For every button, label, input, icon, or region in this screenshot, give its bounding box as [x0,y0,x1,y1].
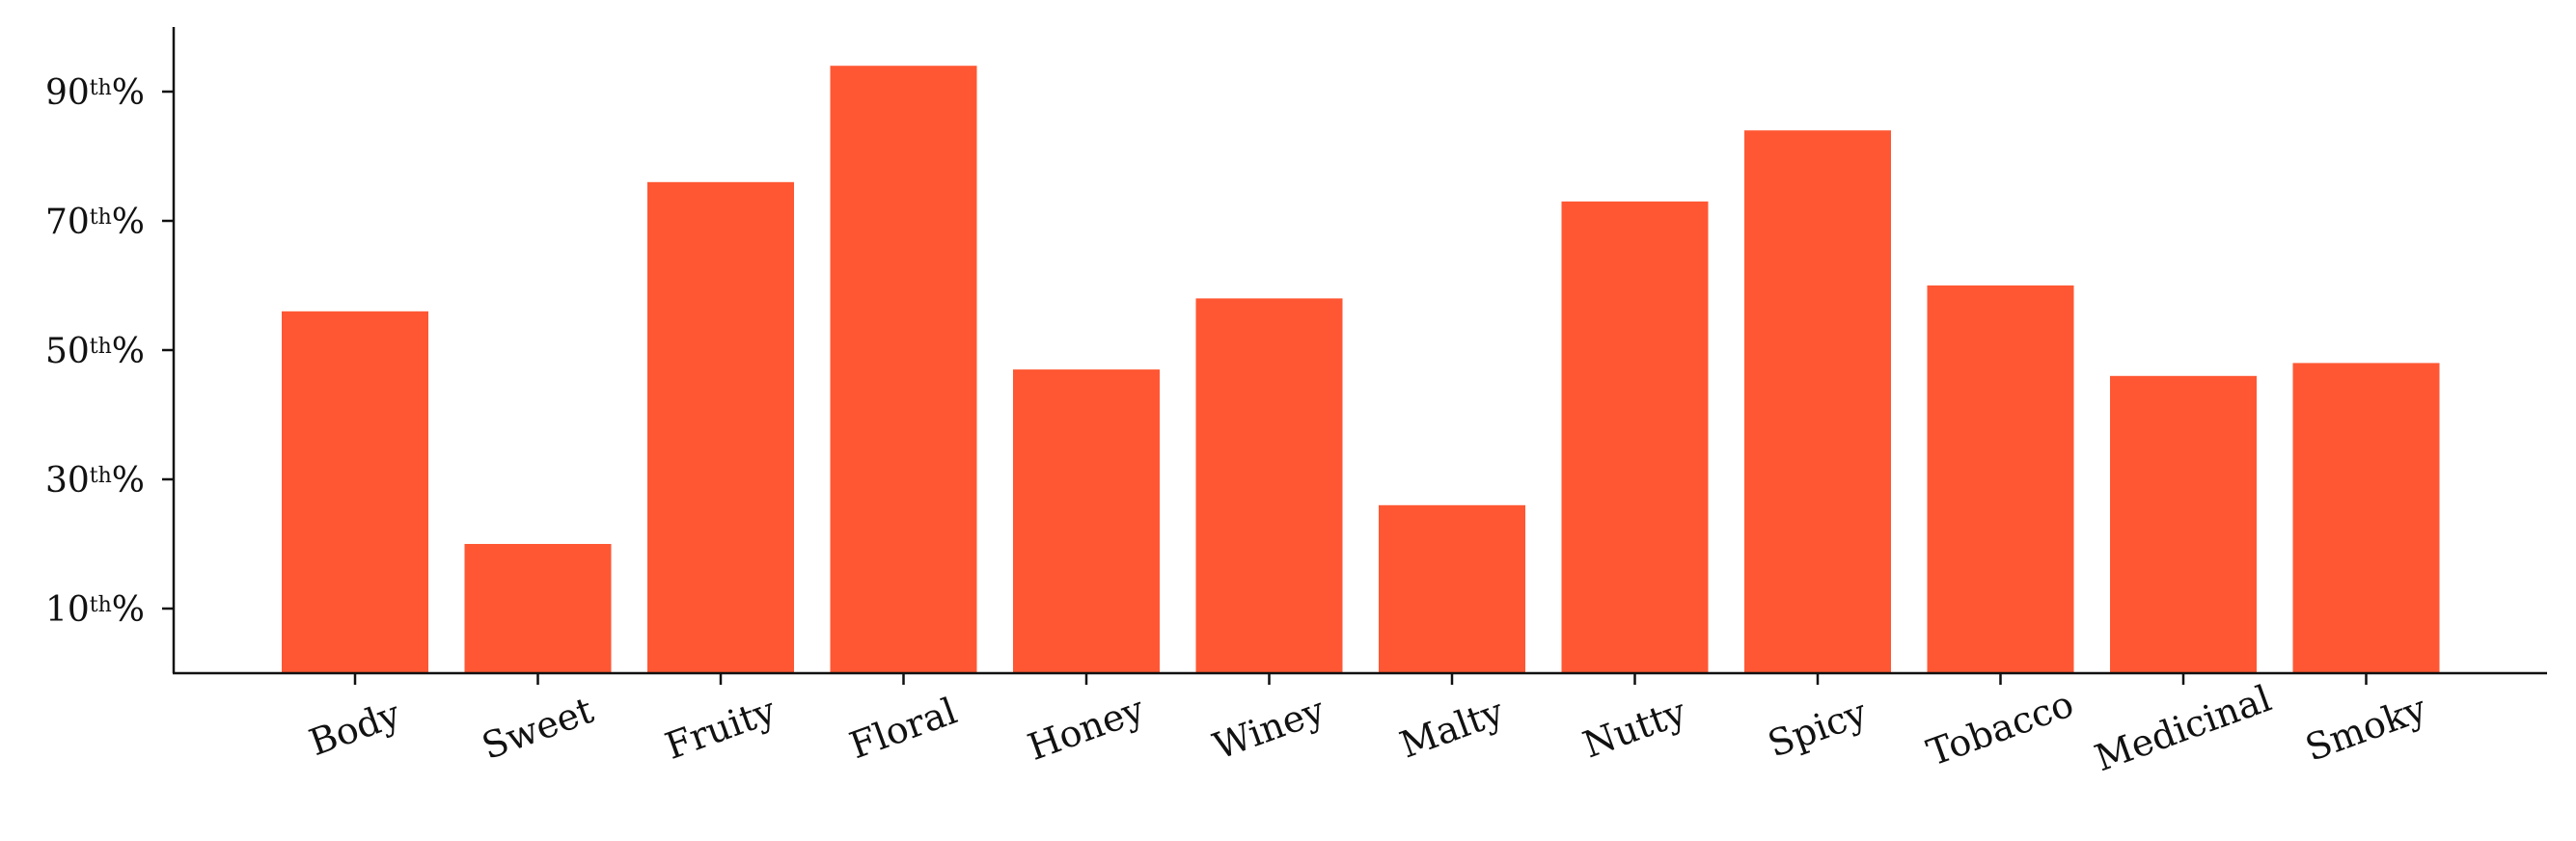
bar-medicinal [2110,375,2257,673]
x-tick-label: Nutty [1577,690,1692,766]
y-tick-label: 30th% [45,461,145,501]
bar-tobacco [1927,285,2074,673]
bars-layer [282,66,2440,674]
bar-nutty [1561,201,1709,673]
bar-winey [1195,298,1343,673]
bar-floral [830,66,977,673]
y-tick-label: 70th% [45,203,145,242]
x-tick-label: Tobacco [1922,682,2079,773]
bar-spicy [1744,130,1891,673]
x-tick-label: Medicinal [2090,677,2277,780]
bar-body [282,311,428,673]
x-tick-label: Body [304,692,406,765]
bar-sweet [464,544,612,673]
bar-malty [1379,504,1525,673]
y-tick-label: 10th% [45,590,145,630]
x-tick-label: Smoky [2300,687,2432,770]
x-tick-label: Winey [1208,689,1330,768]
x-tick-label: Sweet [477,689,599,768]
x-tick-label: Spicy [1763,691,1873,766]
x-tick-label: Floral [844,690,963,767]
bar-honey [1013,369,1160,673]
y-tick-label: 90th% [45,73,145,113]
x-tick-label: Malty [1394,690,1509,766]
bar-smoky [2292,363,2440,673]
y-tick-label: 50th% [45,332,145,371]
x-tick-label: Honey [1023,688,1150,769]
x-tick-label: Fruity [660,689,781,768]
bar-fruity [647,181,794,674]
